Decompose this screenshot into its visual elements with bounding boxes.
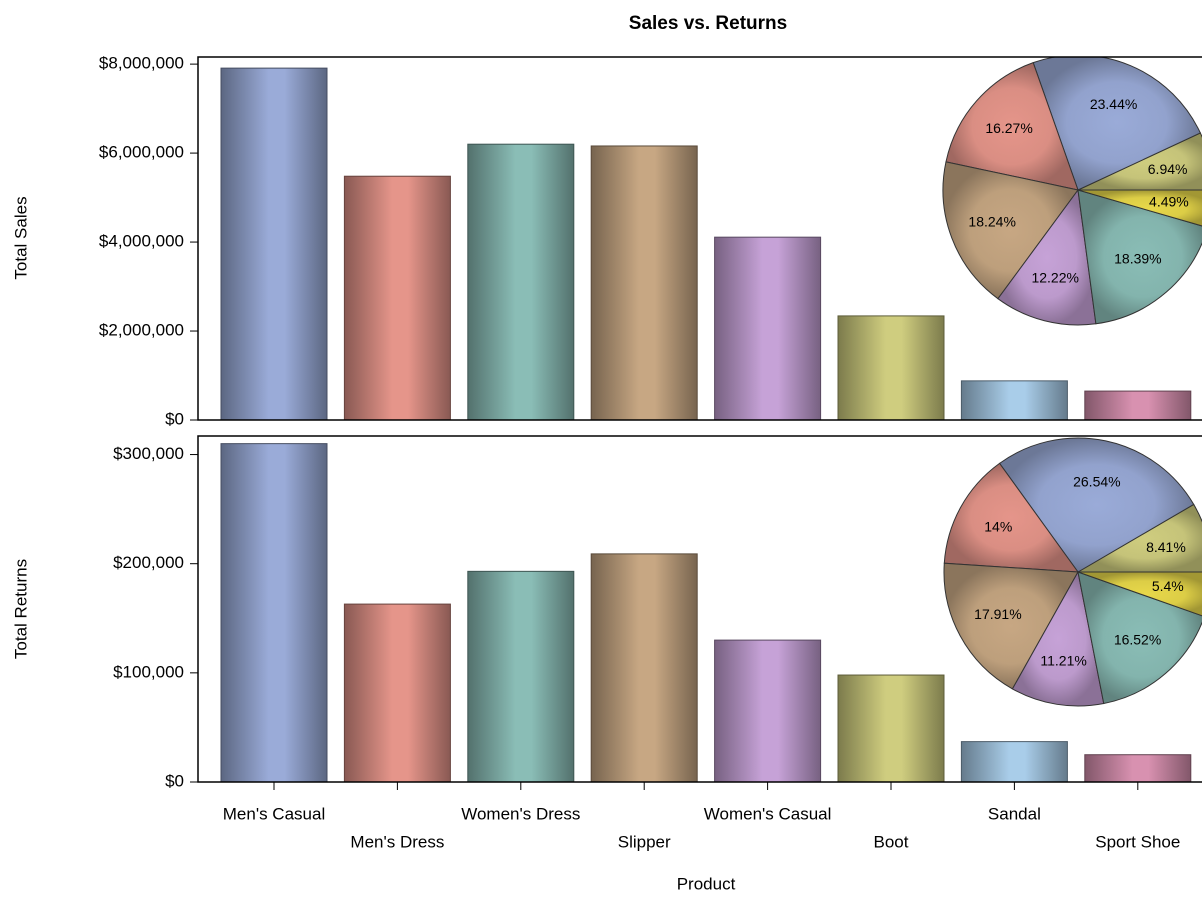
bar <box>467 143 575 421</box>
pie-slice <box>1077 571 1202 617</box>
bar <box>714 236 822 421</box>
y-tick-label: $4,000,000 <box>99 232 184 251</box>
bar <box>1084 390 1192 421</box>
pie-slice <box>942 161 1079 300</box>
pie-slice <box>1077 189 1202 325</box>
bar <box>343 603 451 783</box>
pie-label: 16.52% <box>1114 632 1161 648</box>
pie-label: 16.27% <box>985 120 1032 136</box>
x-tick-label: Sandal <box>988 804 1041 823</box>
pie-label: 26.54% <box>1073 474 1120 490</box>
pie-label: 4.49% <box>1149 194 1189 210</box>
y-tick-label: $8,000,000 <box>99 54 184 73</box>
bar <box>960 380 1068 421</box>
bar <box>960 741 1068 783</box>
bar <box>590 553 698 783</box>
bar <box>837 315 945 421</box>
pie-slice <box>945 62 1079 191</box>
x-tick-label: Boot <box>874 832 909 851</box>
bar <box>590 145 698 421</box>
pie-label: 18.24% <box>968 213 1015 229</box>
pie-label: 6.94% <box>1148 161 1188 177</box>
pie-label: 11.21% <box>1040 653 1086 669</box>
pie-label: 5.4% <box>1152 578 1184 594</box>
bar <box>837 674 945 783</box>
chart-title: Sales vs. Returns <box>629 13 787 34</box>
x-axis-label: Product <box>677 874 736 893</box>
pie-slice <box>998 437 1195 573</box>
x-tick-label: Sport Shoe <box>1095 832 1180 851</box>
pie-label: 18.39% <box>1114 250 1161 266</box>
y-tick-label: $300,000 <box>113 444 184 463</box>
plot-frame <box>197 56 1202 421</box>
pie-slice <box>1011 570 1105 707</box>
y-axis-label: Total Sales <box>11 196 30 279</box>
y-tick-label: $0 <box>165 771 184 790</box>
pie-label: 17.91% <box>974 606 1021 622</box>
bar <box>714 639 822 783</box>
y-tick-label: $200,000 <box>113 553 184 572</box>
pie-label: 14% <box>984 519 1012 535</box>
x-tick-label: Men's Casual <box>223 804 325 823</box>
x-tick-label: Women's Casual <box>704 804 832 823</box>
y-tick-label: $2,000,000 <box>99 321 184 340</box>
bar <box>1084 754 1192 783</box>
pie-label: 8.41% <box>1146 539 1186 555</box>
pie-label: 23.44% <box>1090 96 1137 112</box>
y-tick-label: $0 <box>165 409 184 428</box>
x-tick-label: Slipper <box>618 832 671 851</box>
pie: 6.94% 23.44% 16.27% 18.24% 12.22% 18.39% 4.49% <box>942 57 1202 326</box>
y-axis-label: Total Returns <box>11 559 30 659</box>
pie-label: 12.22% <box>1031 270 1078 286</box>
pie: 8.41% 26.54% 14% 17.91% 11.21% 16.52% 5.4% <box>943 437 1202 707</box>
pie-slice <box>943 562 1079 690</box>
plot-frame <box>197 435 1202 783</box>
bar <box>467 570 575 783</box>
y-tick-label: $6,000,000 <box>99 143 184 162</box>
bar <box>220 67 328 421</box>
pie-slice <box>943 462 1080 573</box>
x-tick-label: Men's Dress <box>350 832 444 851</box>
x-tick-label: Women's Dress <box>461 804 580 823</box>
y-tick-label: $100,000 <box>113 662 184 681</box>
pie-slice <box>997 188 1097 326</box>
bar <box>343 175 451 421</box>
bar <box>220 443 328 783</box>
pie-slice <box>1077 189 1202 227</box>
